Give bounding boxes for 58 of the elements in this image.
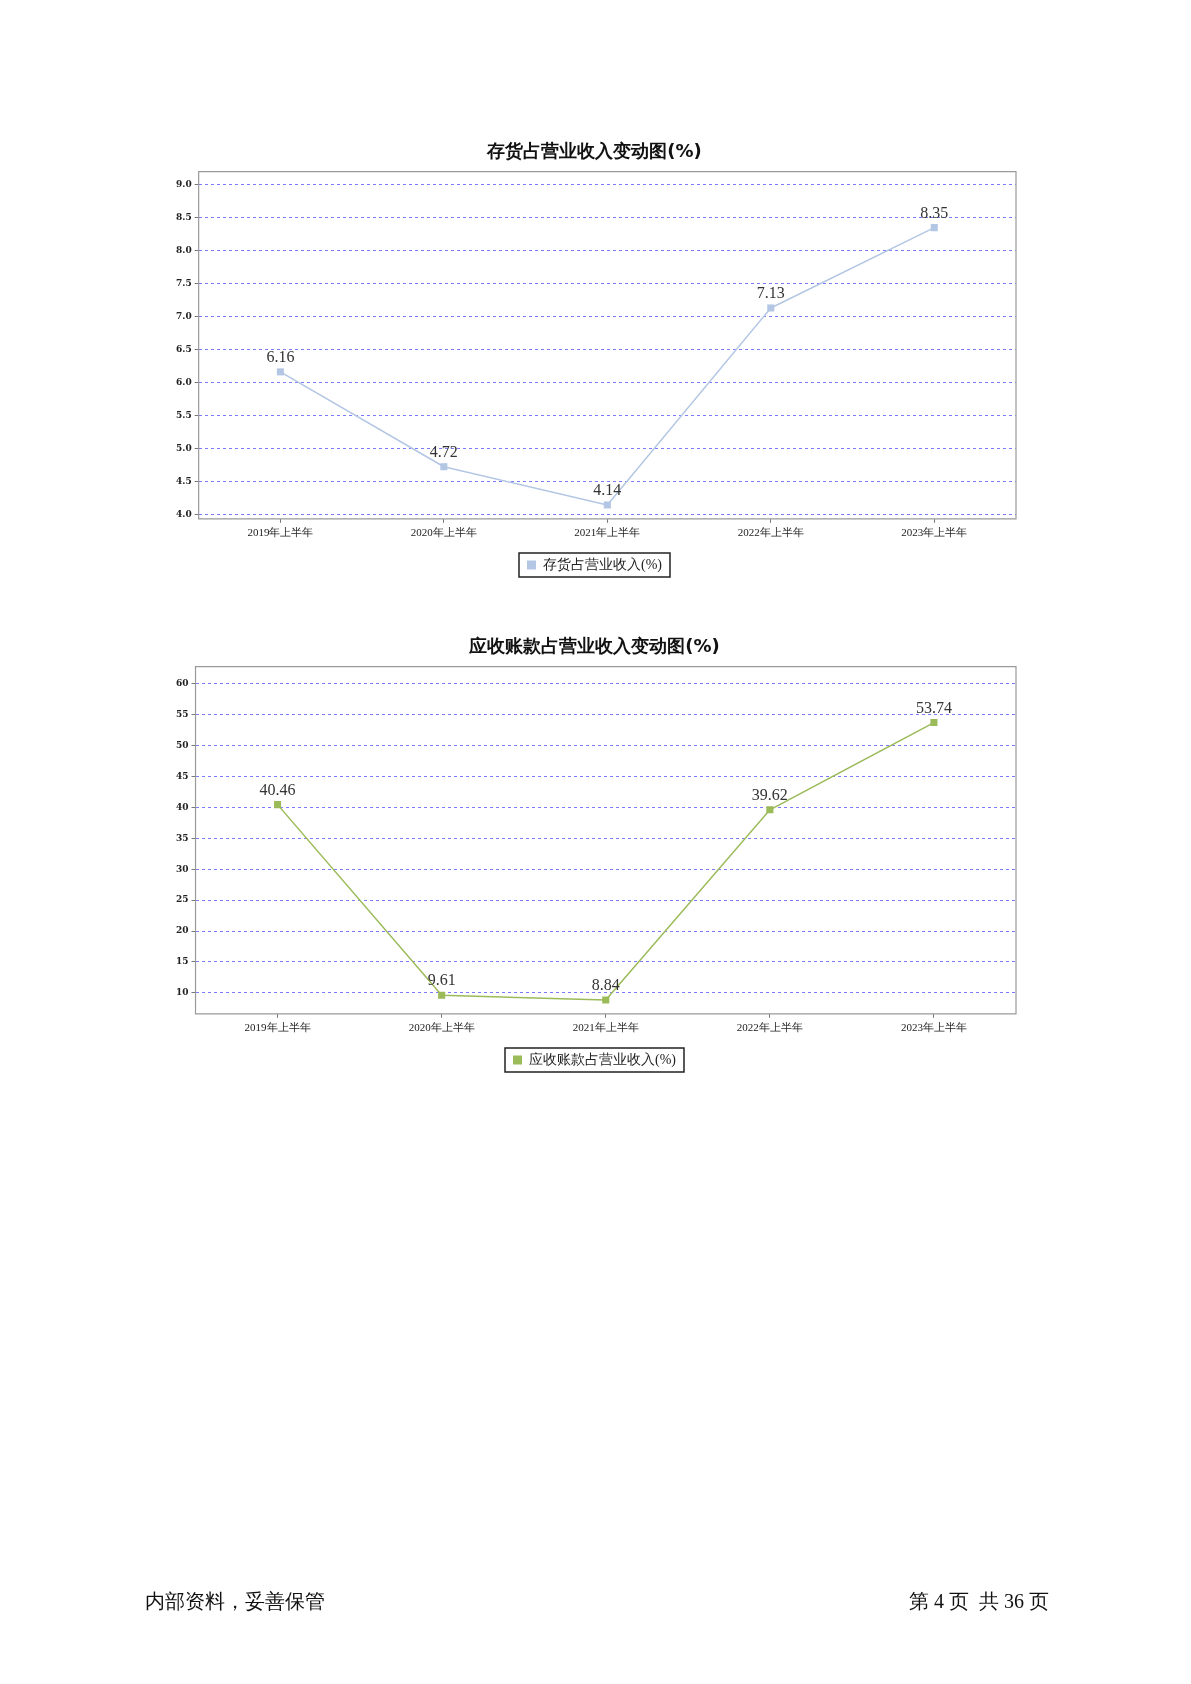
data-label: 9.61 [427, 971, 456, 989]
y-tick-label: 25 [175, 894, 189, 905]
y-tick-label: 9.0 [175, 179, 192, 190]
y-tick-label: 50 [175, 740, 189, 751]
data-label: 4.14 [593, 481, 622, 499]
y-tick-label: 30 [175, 863, 189, 874]
point [930, 719, 938, 727]
y-tick-label: 20 [175, 925, 189, 936]
data-label: 6.16 [266, 348, 295, 366]
data-label: 40.46 [259, 780, 296, 798]
x-tick-label: 2020年上半年 [408, 1021, 475, 1034]
x-tick-label: 2023年上半年 [901, 526, 968, 539]
y-tick-label: 55 [175, 709, 189, 720]
y-tick-label: 60 [175, 678, 189, 689]
x-tick-label: 2022年上半年 [736, 1021, 803, 1034]
y-tick-label: 15 [175, 956, 189, 967]
x-tick-label: 2019年上半年 [247, 526, 314, 539]
x-tick-label: 2023年上半年 [900, 1021, 967, 1034]
x-tick-label: 2021年上半年 [572, 1021, 639, 1034]
y-tick-label: 35 [175, 832, 189, 843]
y-tick-label: 4.0 [175, 508, 192, 519]
y-tick-label: 6.5 [175, 343, 192, 354]
point [602, 996, 610, 1004]
y-tick-label: 7.5 [175, 277, 192, 288]
x-tick-label: 2022年上半年 [737, 526, 804, 539]
data-label: 39.62 [751, 786, 788, 804]
point [930, 224, 938, 232]
y-tick-label: 45 [175, 770, 189, 781]
chart-title: 应收账款占营业收入变动图(%) [468, 635, 720, 657]
x-tick-label: 2020年上半年 [410, 526, 477, 539]
point [766, 806, 774, 814]
point [440, 463, 448, 471]
data-label: 8.35 [920, 203, 949, 221]
y-tick-label: 10 [175, 987, 189, 998]
x-tick-label: 2021年上半年 [574, 526, 641, 539]
chart-title: 存货占营业收入变动图(%) [486, 140, 702, 162]
legend-label: 应收账款占营业收入(%) [529, 1051, 677, 1068]
point [767, 304, 775, 312]
point [438, 991, 446, 999]
data-label: 4.72 [429, 442, 458, 460]
y-tick-label: 40 [175, 801, 189, 812]
y-tick-label: 8.5 [175, 212, 192, 223]
data-label: 53.74 [915, 698, 952, 716]
data-label: 8.84 [591, 976, 620, 994]
y-tick-label: 4.5 [175, 475, 192, 486]
y-tick-label: 8.0 [175, 245, 192, 255]
point [274, 801, 282, 809]
text: 第 4 页 共 36 页 [909, 1589, 1049, 1614]
legend-label: 存货占营业收入(%) [543, 556, 663, 573]
y-tick-label: 6.0 [175, 376, 192, 387]
y-tick-label: 5.5 [175, 409, 192, 420]
y-tick-label: 7.0 [175, 310, 192, 321]
x-tick-label: 2019年上半年 [244, 1021, 311, 1034]
y-tick-label: 5.0 [175, 442, 192, 453]
data-label: 7.13 [756, 284, 785, 302]
text: 内部资料，妥善保管 [145, 1589, 325, 1614]
point [276, 368, 284, 376]
point [603, 501, 611, 509]
